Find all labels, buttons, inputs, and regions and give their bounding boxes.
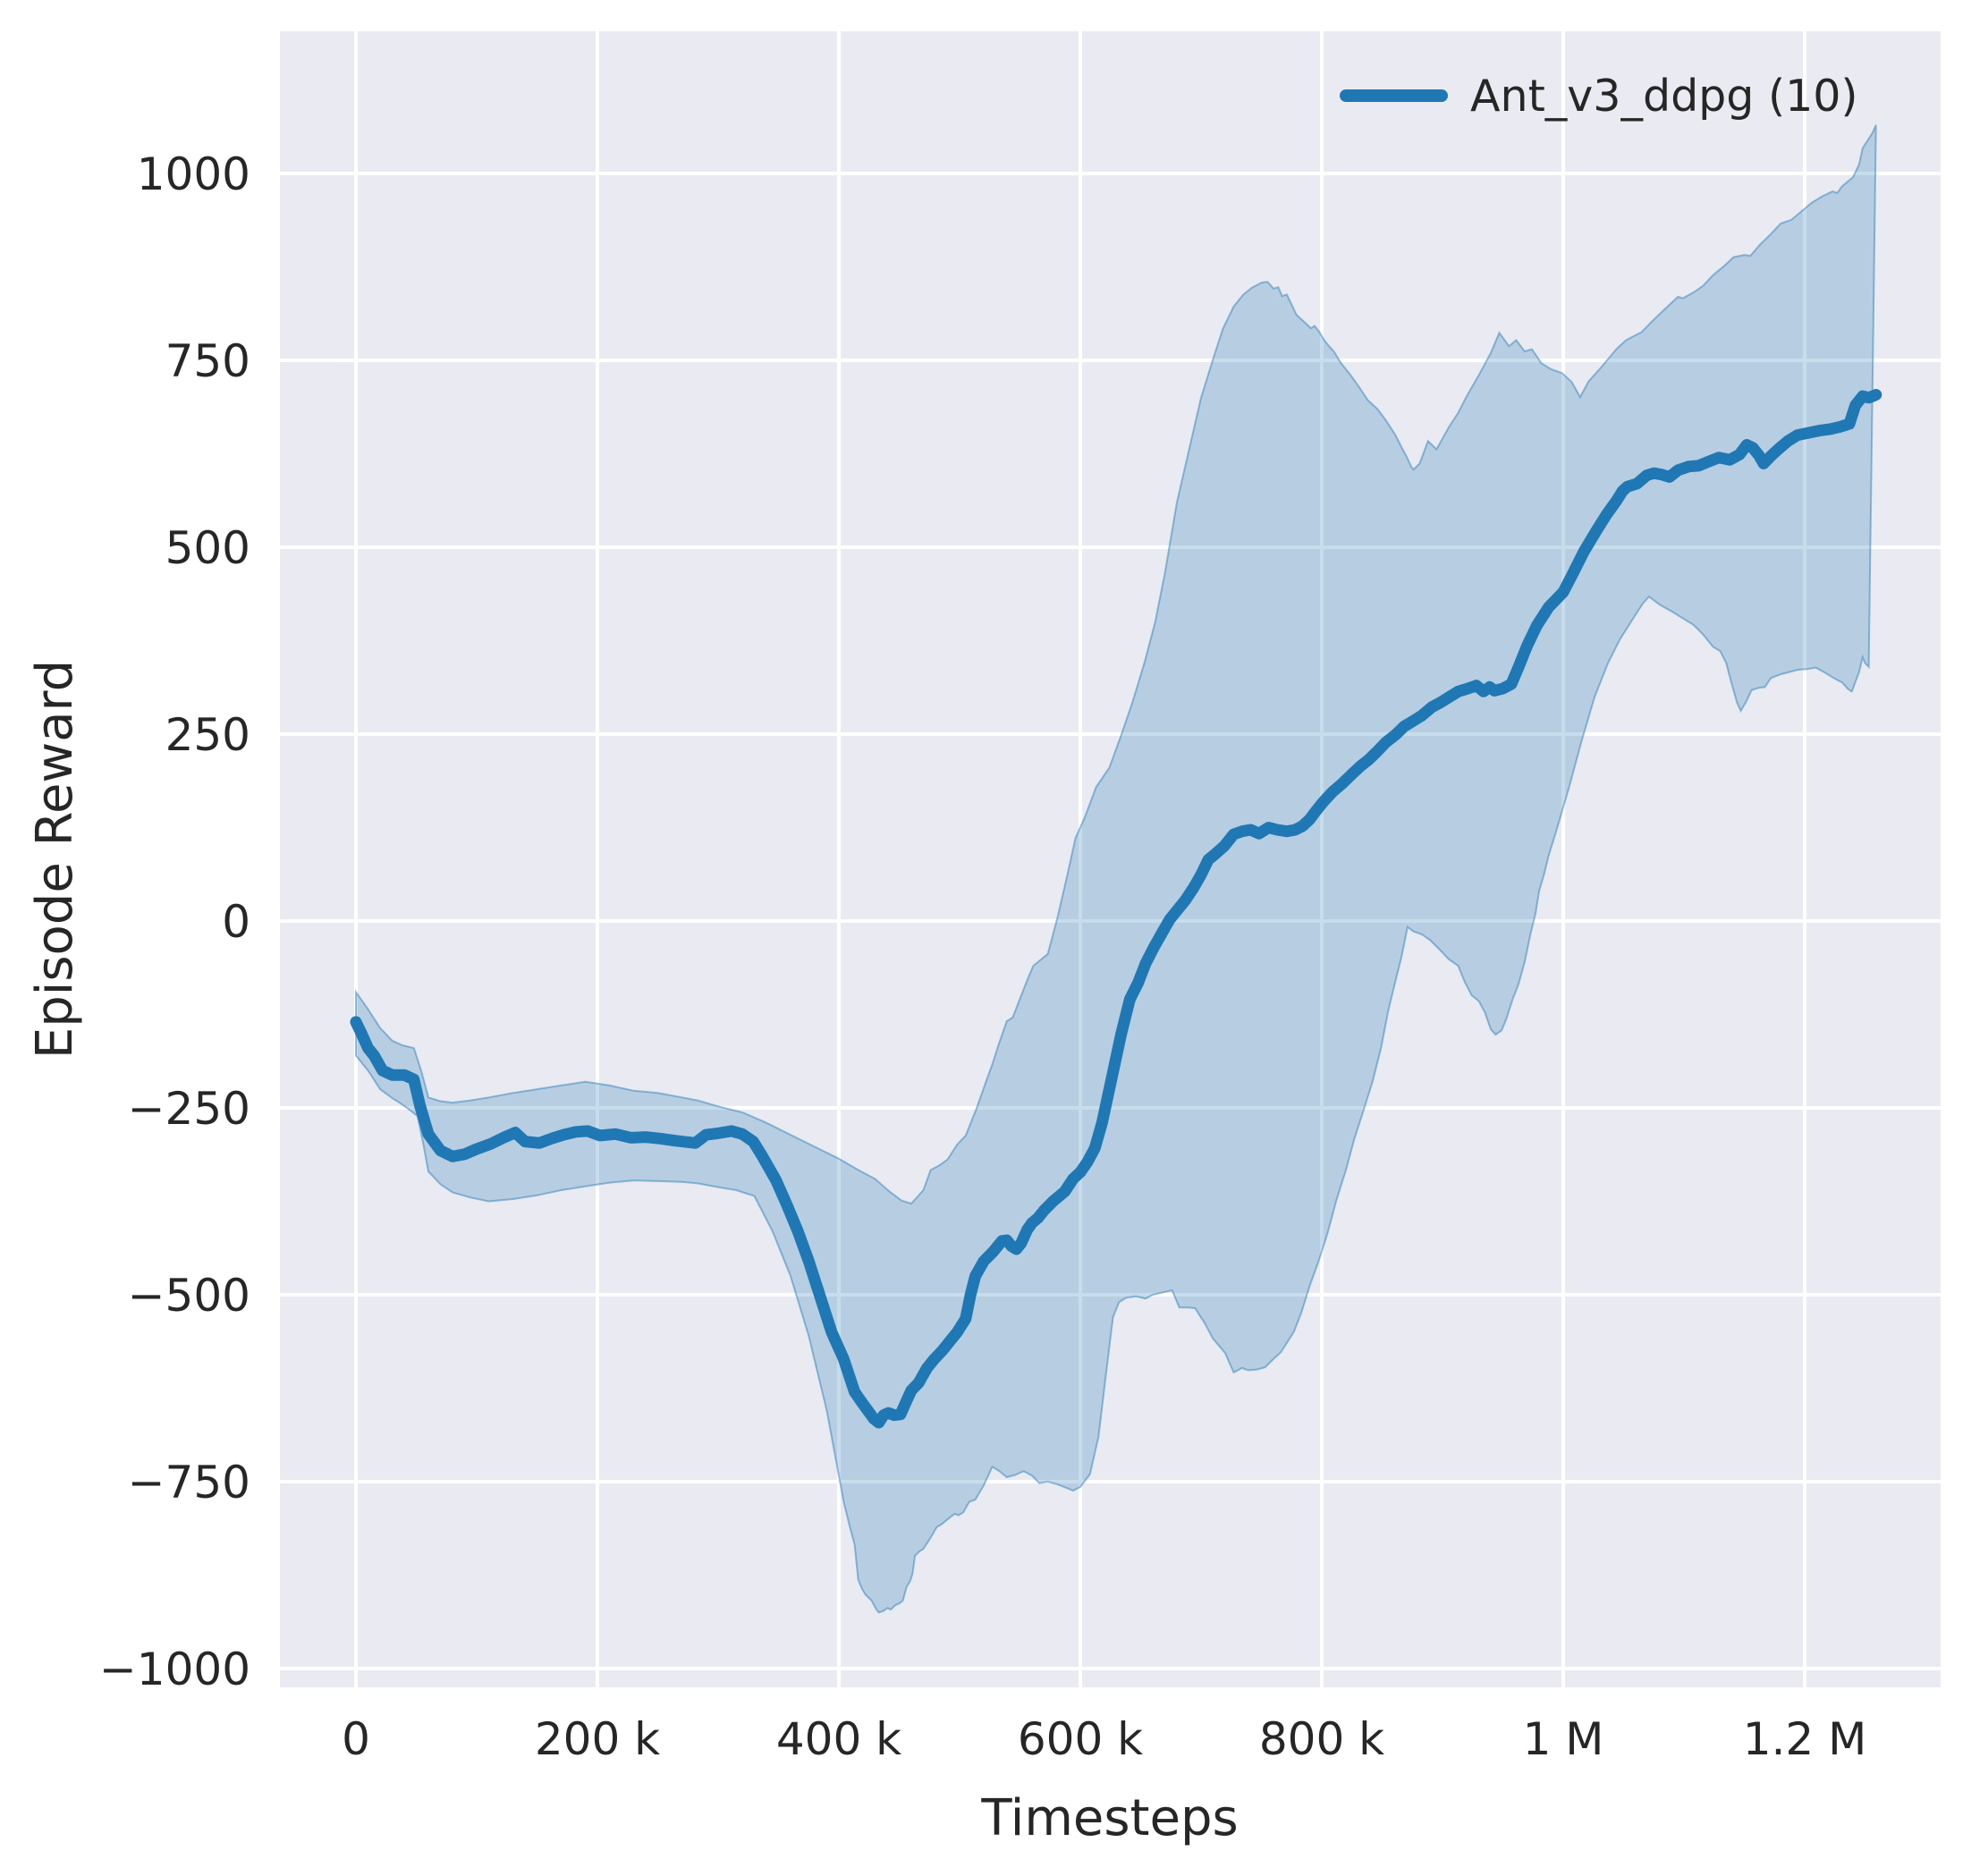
y-tick-label: −1000 [99,1644,250,1695]
x-tick-label: 1.2 M [1743,1713,1867,1765]
grid [280,31,1941,1687]
x-axis-label: Timesteps [980,1789,1238,1847]
y-axis-ticks: 1000 750 500 250 0 −250 −500 −750 −1000 [99,148,250,1695]
x-tick-label: 1 M [1523,1713,1604,1765]
x-axis-ticks: 0 200 k 400 k 600 k 800 k 1 M 1.2 M [342,1713,1866,1765]
y-tick-label: −250 [128,1083,250,1135]
series-line [350,389,1883,1429]
x-tick-label: 200 k [535,1713,660,1765]
x-tick-label: 0 [342,1713,370,1765]
legend: Ant_v3_ddpg (10) [1340,71,1858,122]
y-tick-label: 1000 [137,148,250,200]
x-tick-label: 400 k [776,1713,901,1765]
x-tick-label: 800 k [1259,1713,1384,1765]
legend-label: Ant_v3_ddpg (10) [1470,71,1858,122]
y-tick-label: −750 [128,1457,250,1508]
plot-panel [280,31,1941,1687]
y-tick-label: 0 [222,896,250,948]
y-tick-label: −500 [128,1270,250,1322]
x-tick-label: 600 k [1018,1713,1143,1765]
y-tick-label: 250 [165,709,250,761]
y-axis-label: Episode Reward [26,660,84,1059]
y-tick-label: 500 [165,522,250,574]
confidence-band [355,124,1877,1614]
y-tick-label: 750 [165,335,250,387]
